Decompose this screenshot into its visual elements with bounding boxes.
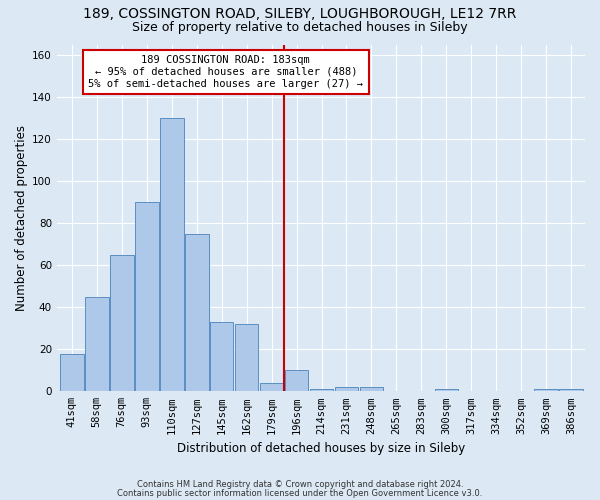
Text: Contains public sector information licensed under the Open Government Licence v3: Contains public sector information licen… — [118, 490, 482, 498]
Bar — [135, 202, 158, 392]
Text: 189, COSSINGTON ROAD, SILEBY, LOUGHBOROUGH, LE12 7RR: 189, COSSINGTON ROAD, SILEBY, LOUGHBOROU… — [83, 8, 517, 22]
Bar — [359, 387, 383, 392]
Bar — [559, 389, 583, 392]
Text: Size of property relative to detached houses in Sileby: Size of property relative to detached ho… — [132, 21, 468, 34]
Bar — [535, 389, 558, 392]
Bar — [335, 387, 358, 392]
Text: 189 COSSINGTON ROAD: 183sqm
← 95% of detached houses are smaller (488)
5% of sem: 189 COSSINGTON ROAD: 183sqm ← 95% of det… — [88, 56, 364, 88]
Bar — [185, 234, 209, 392]
Bar — [110, 255, 134, 392]
Bar — [160, 118, 184, 392]
Bar — [60, 354, 83, 392]
Y-axis label: Number of detached properties: Number of detached properties — [15, 125, 28, 311]
Bar — [210, 322, 233, 392]
Bar — [310, 389, 334, 392]
Bar — [434, 389, 458, 392]
Bar — [284, 370, 308, 392]
X-axis label: Distribution of detached houses by size in Sileby: Distribution of detached houses by size … — [177, 442, 465, 455]
Bar — [235, 324, 259, 392]
Text: Contains HM Land Registry data © Crown copyright and database right 2024.: Contains HM Land Registry data © Crown c… — [137, 480, 463, 489]
Bar — [85, 297, 109, 392]
Bar — [260, 383, 283, 392]
